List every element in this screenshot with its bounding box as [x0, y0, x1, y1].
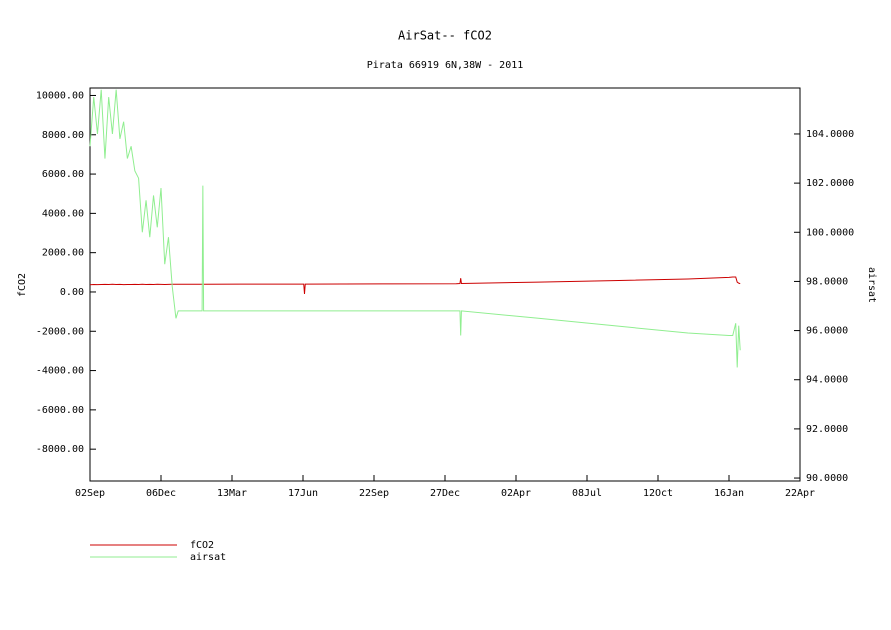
x-tick-label: 22Sep [359, 488, 389, 499]
y-tick-label: 4000.00 [42, 208, 84, 219]
x-tick-label: 08Jul [572, 488, 602, 499]
y-tick-label: 2000.00 [42, 248, 84, 259]
y-tick-label: 8000.00 [42, 130, 84, 141]
y-axis-label: fCO2 [17, 273, 28, 297]
data-line [89, 276, 741, 294]
chart-subtitle: Pirata 66919 6N,38W - 2011 [367, 60, 524, 71]
y2-tick-label: 100.0000 [806, 227, 854, 238]
x-tick-label: 17Jun [288, 488, 318, 499]
chart-title: AirSat-- fCO2 [398, 29, 492, 43]
y2-tick-label: 90.0000 [806, 473, 848, 484]
x-tick-label: 16Jan [714, 488, 744, 499]
y-tick-label: 0.00 [60, 287, 84, 298]
y2-tick-label: 92.0000 [806, 424, 848, 435]
y-tick-label: -2000.00 [36, 326, 84, 337]
x-tick-label: 02Apr [501, 488, 531, 499]
x-tick-label: 12Oct [643, 488, 673, 499]
legend-label: fCO2 [190, 540, 214, 551]
legend-label: airsat [190, 552, 226, 563]
y2-axis-label: airsat [866, 267, 877, 303]
x-tick-label: 02Sep [75, 488, 105, 499]
y-tick-label: -4000.00 [36, 366, 84, 377]
x-tick-label: 22Apr [785, 488, 815, 499]
y2-tick-label: 102.0000 [806, 178, 854, 189]
y-tick-label: -8000.00 [36, 444, 84, 455]
x-tick-label: 27Dec [430, 488, 460, 499]
x-tick-label: 13Mar [217, 488, 247, 499]
y-tick-label: 10000.00 [36, 90, 84, 101]
x-tick-label: 06Dec [146, 488, 176, 499]
data-line [89, 89, 741, 368]
y2-tick-label: 98.0000 [806, 276, 848, 287]
y2-tick-label: 104.0000 [806, 129, 854, 140]
y-tick-label: 6000.00 [42, 169, 84, 180]
y2-tick-label: 94.0000 [806, 375, 848, 386]
y2-tick-label: 96.0000 [806, 326, 848, 337]
y-tick-label: -6000.00 [36, 405, 84, 416]
